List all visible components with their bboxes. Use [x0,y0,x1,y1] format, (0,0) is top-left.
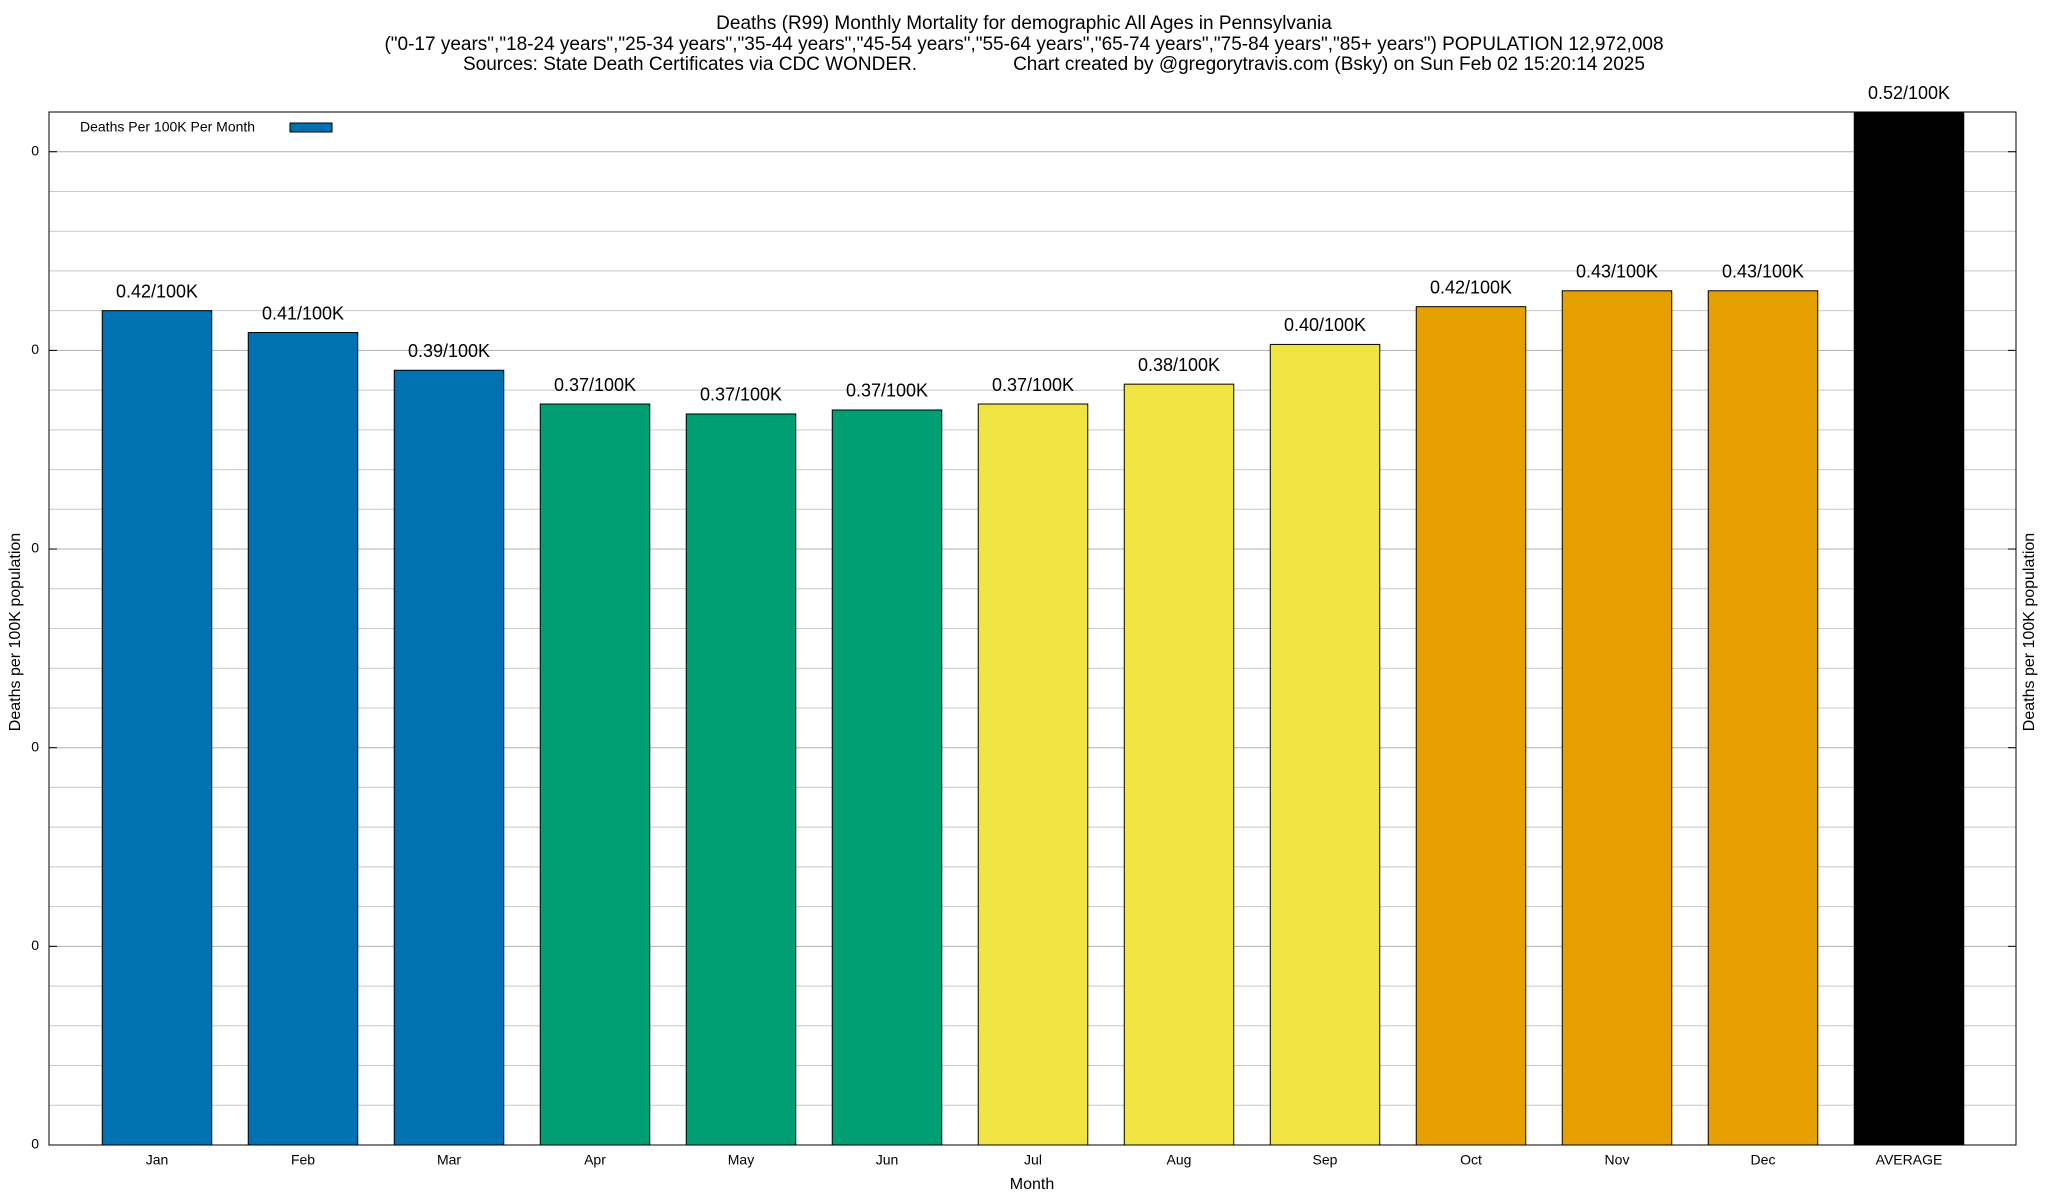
bar [1415,306,1527,1146]
bar [1561,290,1673,1146]
y-tick-label: 0 [31,937,39,953]
y-axis-label: Deaths per 100K population [7,533,24,731]
value-label: 0.39/100K [408,341,490,361]
x-tick-label: Feb [291,1152,315,1168]
legend-swatch [289,122,333,133]
value-label: 0.52/100K [1868,83,1950,103]
x-tick-label: Dec [1751,1152,1776,1168]
value-label: 0.37/100K [700,385,782,405]
x-tick-label: May [728,1152,754,1168]
value-label: 0.43/100K [1576,262,1658,282]
bar [101,310,213,1146]
x-tick-label: Jun [876,1152,899,1168]
value-label: 0.37/100K [992,375,1074,395]
bar [977,403,1089,1146]
x-tick-label: Apr [584,1152,606,1168]
value-label: 0.38/100K [1138,355,1220,375]
x-tick-label: Sep [1313,1152,1338,1168]
chart-subtitle: ("0-17 years","18-24 years","25-34 years… [384,34,1663,55]
value-label: 0.40/100K [1284,315,1366,335]
bar [831,409,943,1146]
credit: Chart created by @gregorytravis.com (Bsk… [1013,54,1645,75]
x-axis-label: Month [1010,1176,1054,1193]
legend-label: Deaths Per 100K Per Month [80,119,255,135]
y2-axis-label: Deaths per 100K population [2021,533,2038,731]
x-tick-label: AVERAGE [1876,1152,1943,1168]
bar [1123,383,1235,1146]
y-tick-label: 0 [31,540,39,556]
value-label: 0.37/100K [554,375,636,395]
value-label: 0.42/100K [116,281,198,301]
x-tick-label: Nov [1605,1152,1630,1168]
chart-title: Deaths (R99) Monthly Mortality for demog… [716,13,1332,34]
value-label: 0.43/100K [1722,262,1804,282]
bar [393,369,505,1146]
x-tick-label: Jan [146,1152,169,1168]
x-tick-label: Aug [1167,1152,1192,1168]
y-tick-label: 0 [31,341,39,357]
bar [247,332,359,1146]
value-label: 0.42/100K [1430,277,1512,297]
x-tick-label: Mar [437,1152,461,1168]
value-label: 0.41/100K [262,303,344,323]
y-tick-label: 0 [31,1136,39,1152]
plot-frame [48,111,2017,1146]
x-tick-label: Oct [1460,1152,1482,1168]
x-tick-label: Jul [1024,1152,1042,1168]
value-label: 0.37/100K [846,381,928,401]
y-tick-label: 0 [31,142,39,158]
y-tick-label: 0 [31,738,39,754]
bar [1853,111,1965,1146]
bar [539,403,651,1146]
bar [685,413,797,1146]
bar [1707,290,1819,1146]
sources: Sources: State Death Certificates via CD… [463,54,917,75]
bar [1269,343,1381,1146]
